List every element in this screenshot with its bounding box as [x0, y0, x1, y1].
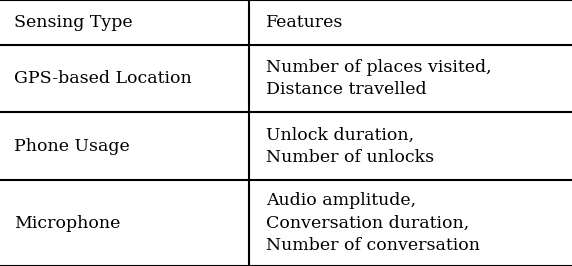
Text: Features: Features [266, 14, 343, 31]
Text: Phone Usage: Phone Usage [14, 138, 130, 155]
Text: Sensing Type: Sensing Type [14, 14, 133, 31]
Text: Unlock duration,
Number of unlocks: Unlock duration, Number of unlocks [266, 127, 434, 166]
Text: GPS-based Location: GPS-based Location [14, 70, 192, 87]
Text: Microphone: Microphone [14, 215, 121, 231]
Text: Audio amplitude,
Conversation duration,
Number of conversation: Audio amplitude, Conversation duration, … [266, 192, 480, 254]
Text: Number of places visited,
Distance travelled: Number of places visited, Distance trave… [266, 59, 491, 98]
